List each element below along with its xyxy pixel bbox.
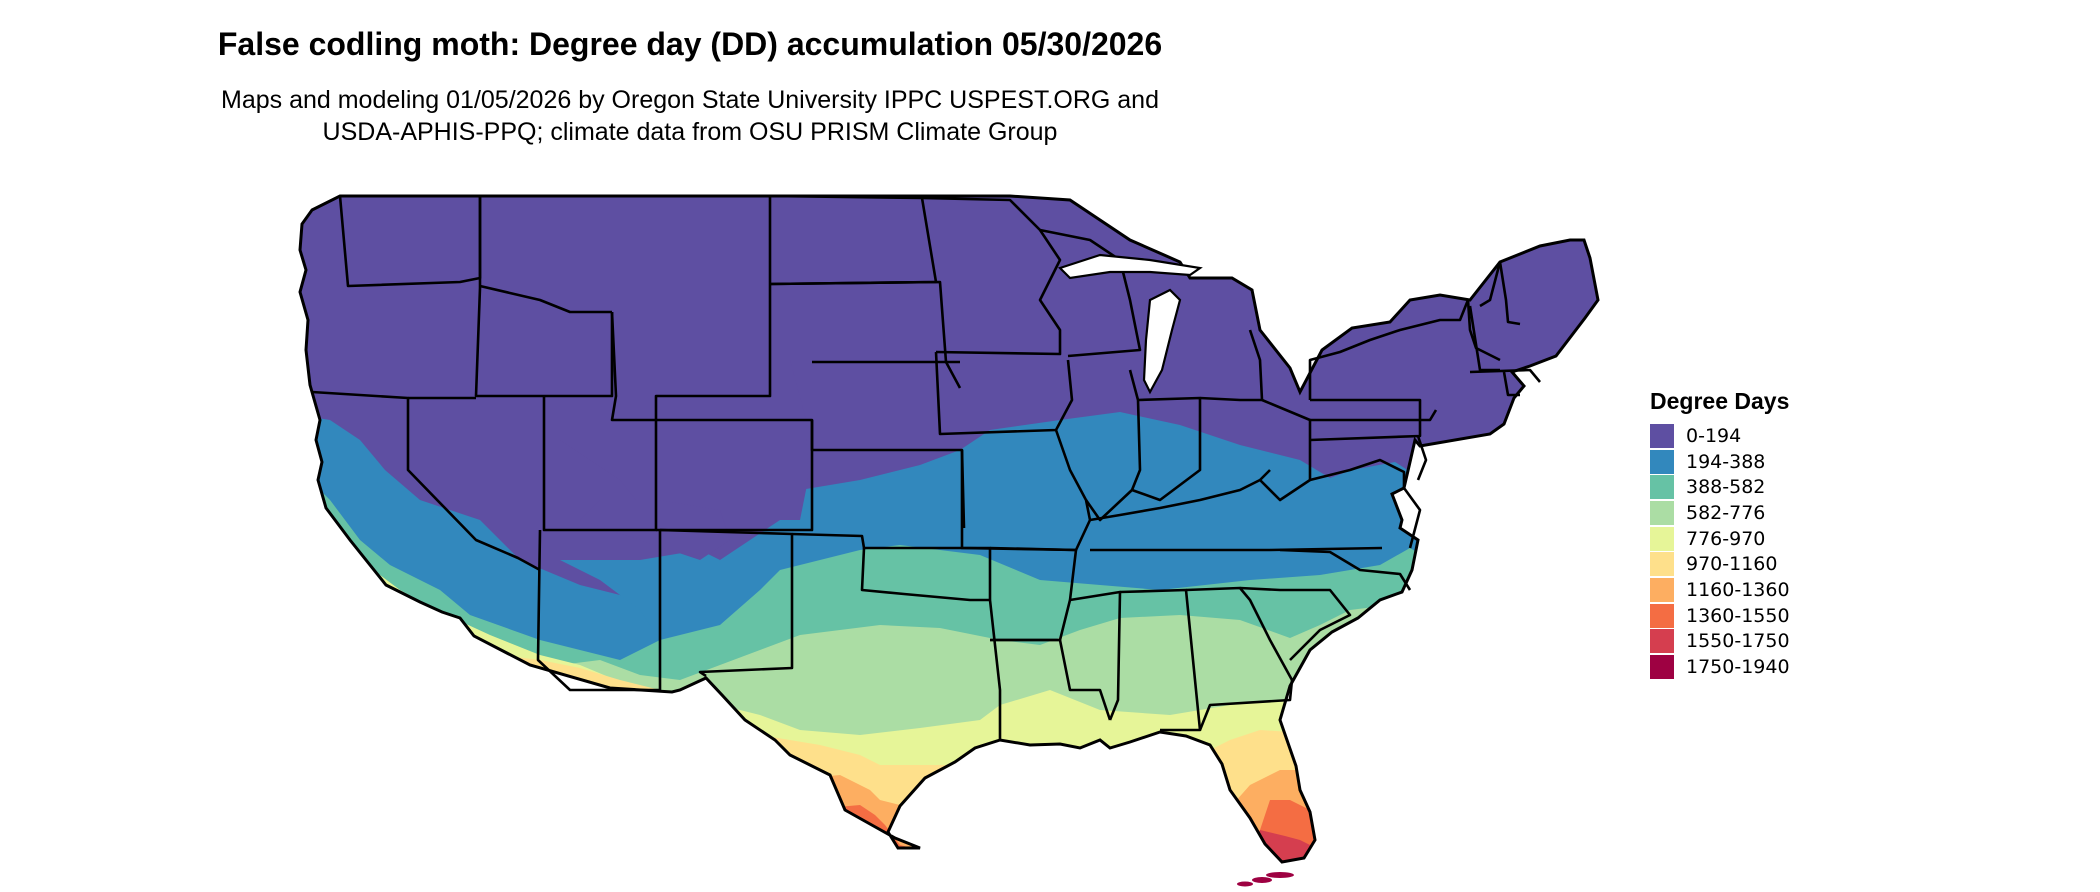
legend-swatch xyxy=(1650,629,1674,654)
legend-item: 1750-1940 xyxy=(1650,654,1790,680)
legend-label: 388-582 xyxy=(1686,476,1766,499)
legend-swatch xyxy=(1650,423,1674,448)
legend-swatch xyxy=(1650,603,1674,628)
legend-item: 582-776 xyxy=(1650,500,1790,526)
legend-swatch xyxy=(1650,655,1674,680)
state-boundaries xyxy=(311,194,1541,740)
legend-label: 1360-1550 xyxy=(1686,604,1790,627)
legend-item: 970-1160 xyxy=(1650,551,1790,577)
legend-swatch xyxy=(1650,526,1674,551)
legend-label: 1550-1750 xyxy=(1686,630,1790,653)
legend-title: Degree Days xyxy=(1650,388,1790,414)
lake-superior xyxy=(1057,253,1203,280)
legend-swatch xyxy=(1650,577,1674,602)
legend-label: 1160-1360 xyxy=(1686,578,1790,601)
map-subtitle: Maps and modeling 01/05/2026 by Oregon S… xyxy=(0,84,1380,148)
legend-swatch xyxy=(1650,475,1674,500)
lake-michigan xyxy=(1142,288,1182,395)
legend-item: 1160-1360 xyxy=(1650,577,1790,603)
legend-item: 1550-1750 xyxy=(1650,629,1790,655)
legend-item: 1360-1550 xyxy=(1650,603,1790,629)
legend-label: 970-1160 xyxy=(1686,553,1778,576)
legend-item: 776-970 xyxy=(1650,526,1790,552)
legend-label: 194-388 xyxy=(1686,450,1766,473)
degree-day-zones xyxy=(300,196,1598,862)
legend-item: 194-388 xyxy=(1650,449,1790,475)
legend: Degree Days 0-194 194-388 388-582 582-776 77… xyxy=(1650,388,1790,680)
great-lakes xyxy=(1057,253,1203,395)
legend-label: 776-970 xyxy=(1686,527,1766,550)
zone-194-388-southwest xyxy=(560,550,720,640)
subtitle-line-1: Maps and modeling 01/05/2026 by Oregon S… xyxy=(221,86,1159,114)
legend-swatch xyxy=(1650,449,1674,474)
map-title: False codling moth: Degree day (DD) accu… xyxy=(217,26,1163,62)
legend-swatch xyxy=(1650,552,1674,577)
zone-1160-1360 xyxy=(300,770,1430,862)
subtitle-line-2: USDA-APHIS-PPQ; climate data from OSU PR… xyxy=(322,118,1058,146)
legend-swatch xyxy=(1650,500,1674,525)
legend-item: 0-194 xyxy=(1650,423,1790,449)
legend-label: 582-776 xyxy=(1686,501,1766,524)
legend-items: 0-194 194-388 388-582 582-776 776-970 970-116… xyxy=(1650,423,1790,680)
legend-item: 388-582 xyxy=(1650,474,1790,500)
legend-label: 1750-1940 xyxy=(1686,656,1790,679)
zone-1550-1750 xyxy=(1240,830,1430,862)
florida-keys xyxy=(1237,872,1294,887)
legend-label: 0-194 xyxy=(1686,424,1742,447)
